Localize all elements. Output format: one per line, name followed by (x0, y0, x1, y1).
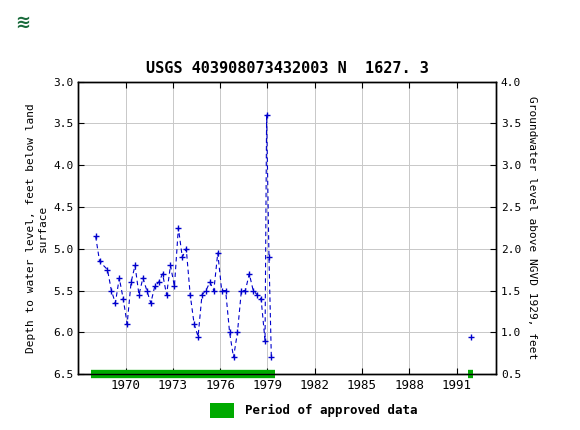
Y-axis label: Depth to water level, feet below land
surface: Depth to water level, feet below land su… (26, 103, 48, 353)
Text: USGS: USGS (46, 14, 101, 31)
Text: Period of approved data: Period of approved data (245, 404, 417, 417)
Bar (210, 403, 234, 418)
Title: USGS 403908073432003 N  1627. 3: USGS 403908073432003 N 1627. 3 (146, 61, 429, 77)
Text: ≋: ≋ (15, 14, 31, 31)
Y-axis label: Groundwater level above NGVD 1929, feet: Groundwater level above NGVD 1929, feet (527, 96, 536, 359)
Bar (7, 6, 39, 40)
